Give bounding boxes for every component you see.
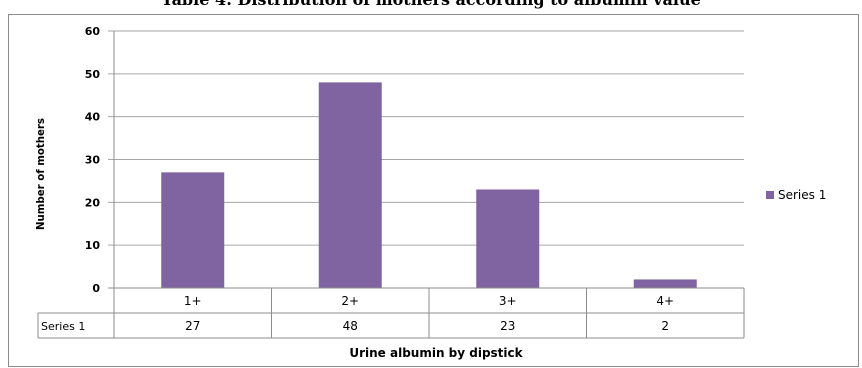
data-label: 48 [343,319,358,333]
y-tick-label: 20 [85,196,101,209]
y-tick-label: 50 [85,68,101,81]
legend: Series 1 [766,188,826,202]
y-tick-label: 30 [85,154,101,167]
bar-3+ [476,189,540,288]
bar-4+ [633,279,697,288]
y-tick-label: 40 [85,111,101,124]
bar-1+ [161,172,225,288]
bars [161,82,697,289]
x-tick-label: 3+ [499,294,517,308]
x-tick-label: 1+ [184,294,202,308]
data-label: 27 [185,319,200,333]
chart: 0 10 20 30 40 50 60 1+ 27 2+ 48 3+ 23 4+ 2 Series 1 Se… [8,14,859,367]
data-label: 23 [500,319,515,333]
chart-title: Table 4: Distribution of mothers accordi… [0,0,862,10]
y-axis-ticks: 0 10 20 30 40 50 60 [85,25,101,295]
y-tick-label: 0 [92,282,100,295]
y-tick-label: 10 [85,239,101,252]
table-series-name: Series 1 [41,320,85,333]
y-tick-label: 60 [85,25,101,38]
legend-label: Series 1 [778,188,826,202]
x-tick-label: 2+ [341,294,359,308]
x-tick-label: 4+ [656,294,674,308]
x-axis-label: Urine albumin by dipstick [349,346,523,360]
y-axis-label: Number of mothers [34,118,47,230]
data-label: 2 [661,319,669,333]
bar-2+ [318,82,382,289]
legend-swatch [766,191,774,199]
data-table: 1+ 27 2+ 48 3+ 23 4+ 2 Series 1 [37,287,745,339]
chart-border [8,14,859,367]
